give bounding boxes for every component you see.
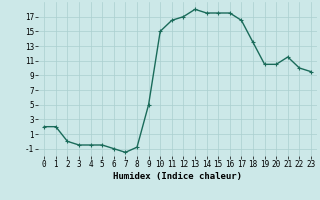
X-axis label: Humidex (Indice chaleur): Humidex (Indice chaleur)	[113, 172, 242, 181]
